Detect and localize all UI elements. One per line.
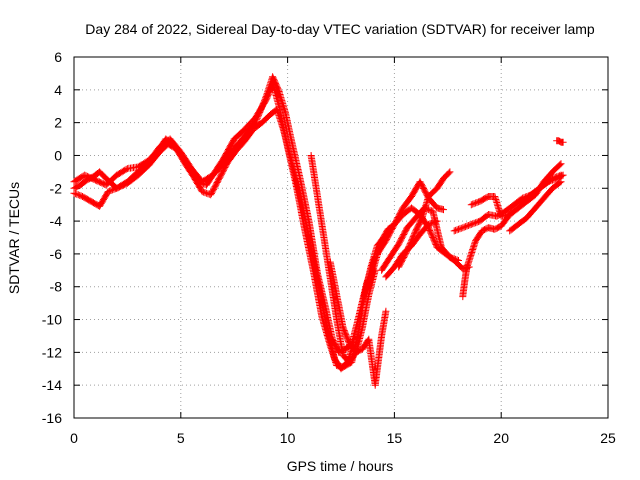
x-tick-label: 0: [70, 430, 78, 446]
y-tick-label: 6: [54, 49, 62, 65]
x-tick-label: 20: [493, 430, 509, 446]
series-arc-7: [373, 178, 447, 258]
series-arc-10: [395, 168, 454, 271]
series-arc-15: [553, 137, 567, 146]
point-markers: [373, 178, 447, 258]
point-markers: [553, 137, 567, 146]
y-tick-label: 0: [54, 147, 62, 163]
grid-lines: [74, 57, 608, 418]
x-tick-label: 25: [600, 430, 616, 446]
point-markers: [395, 168, 454, 271]
y-tick-label: -14: [42, 377, 62, 393]
x-tick-label: 10: [280, 430, 296, 446]
y-tick-label: 2: [54, 115, 62, 131]
y-tick-label: 4: [54, 82, 62, 98]
y-tick-label: -16: [42, 410, 62, 426]
series-arc-4: [307, 152, 379, 366]
y-tick-label: -6: [50, 246, 63, 262]
point-markers: [506, 178, 565, 235]
plot-frame: [73, 56, 609, 419]
chart-title: Day 284 of 2022, Sidereal Day-to-day VTE…: [85, 21, 595, 37]
x-tick-label: 15: [387, 430, 403, 446]
series-arc-13: [467, 171, 565, 220]
point-markers: [467, 171, 565, 220]
y-tick-labels: -16 -14 -12 -10 -8 -6 -4 -2 0 2 4 6: [42, 49, 62, 426]
y-tick-label: -4: [50, 213, 63, 229]
series-arc-5: [326, 258, 390, 389]
point-markers: [326, 258, 390, 389]
y-tick-label: -8: [50, 279, 63, 295]
x-tick-labels: 0 5 10 15 20 25: [70, 430, 616, 446]
y-tick-label: -12: [42, 344, 62, 360]
y-tick-label: -10: [42, 312, 62, 328]
series-arc-3: [70, 73, 379, 356]
point-markers: [70, 73, 379, 356]
y-tick-label: -2: [50, 180, 63, 196]
x-tick-label: 5: [177, 430, 185, 446]
point-markers: [307, 152, 379, 366]
y-axis-label: SDTVAR / TECUs: [6, 182, 22, 294]
x-axis-label: GPS time / hours: [287, 458, 394, 474]
series-arc-14: [506, 178, 565, 235]
data-points: [70, 73, 567, 389]
